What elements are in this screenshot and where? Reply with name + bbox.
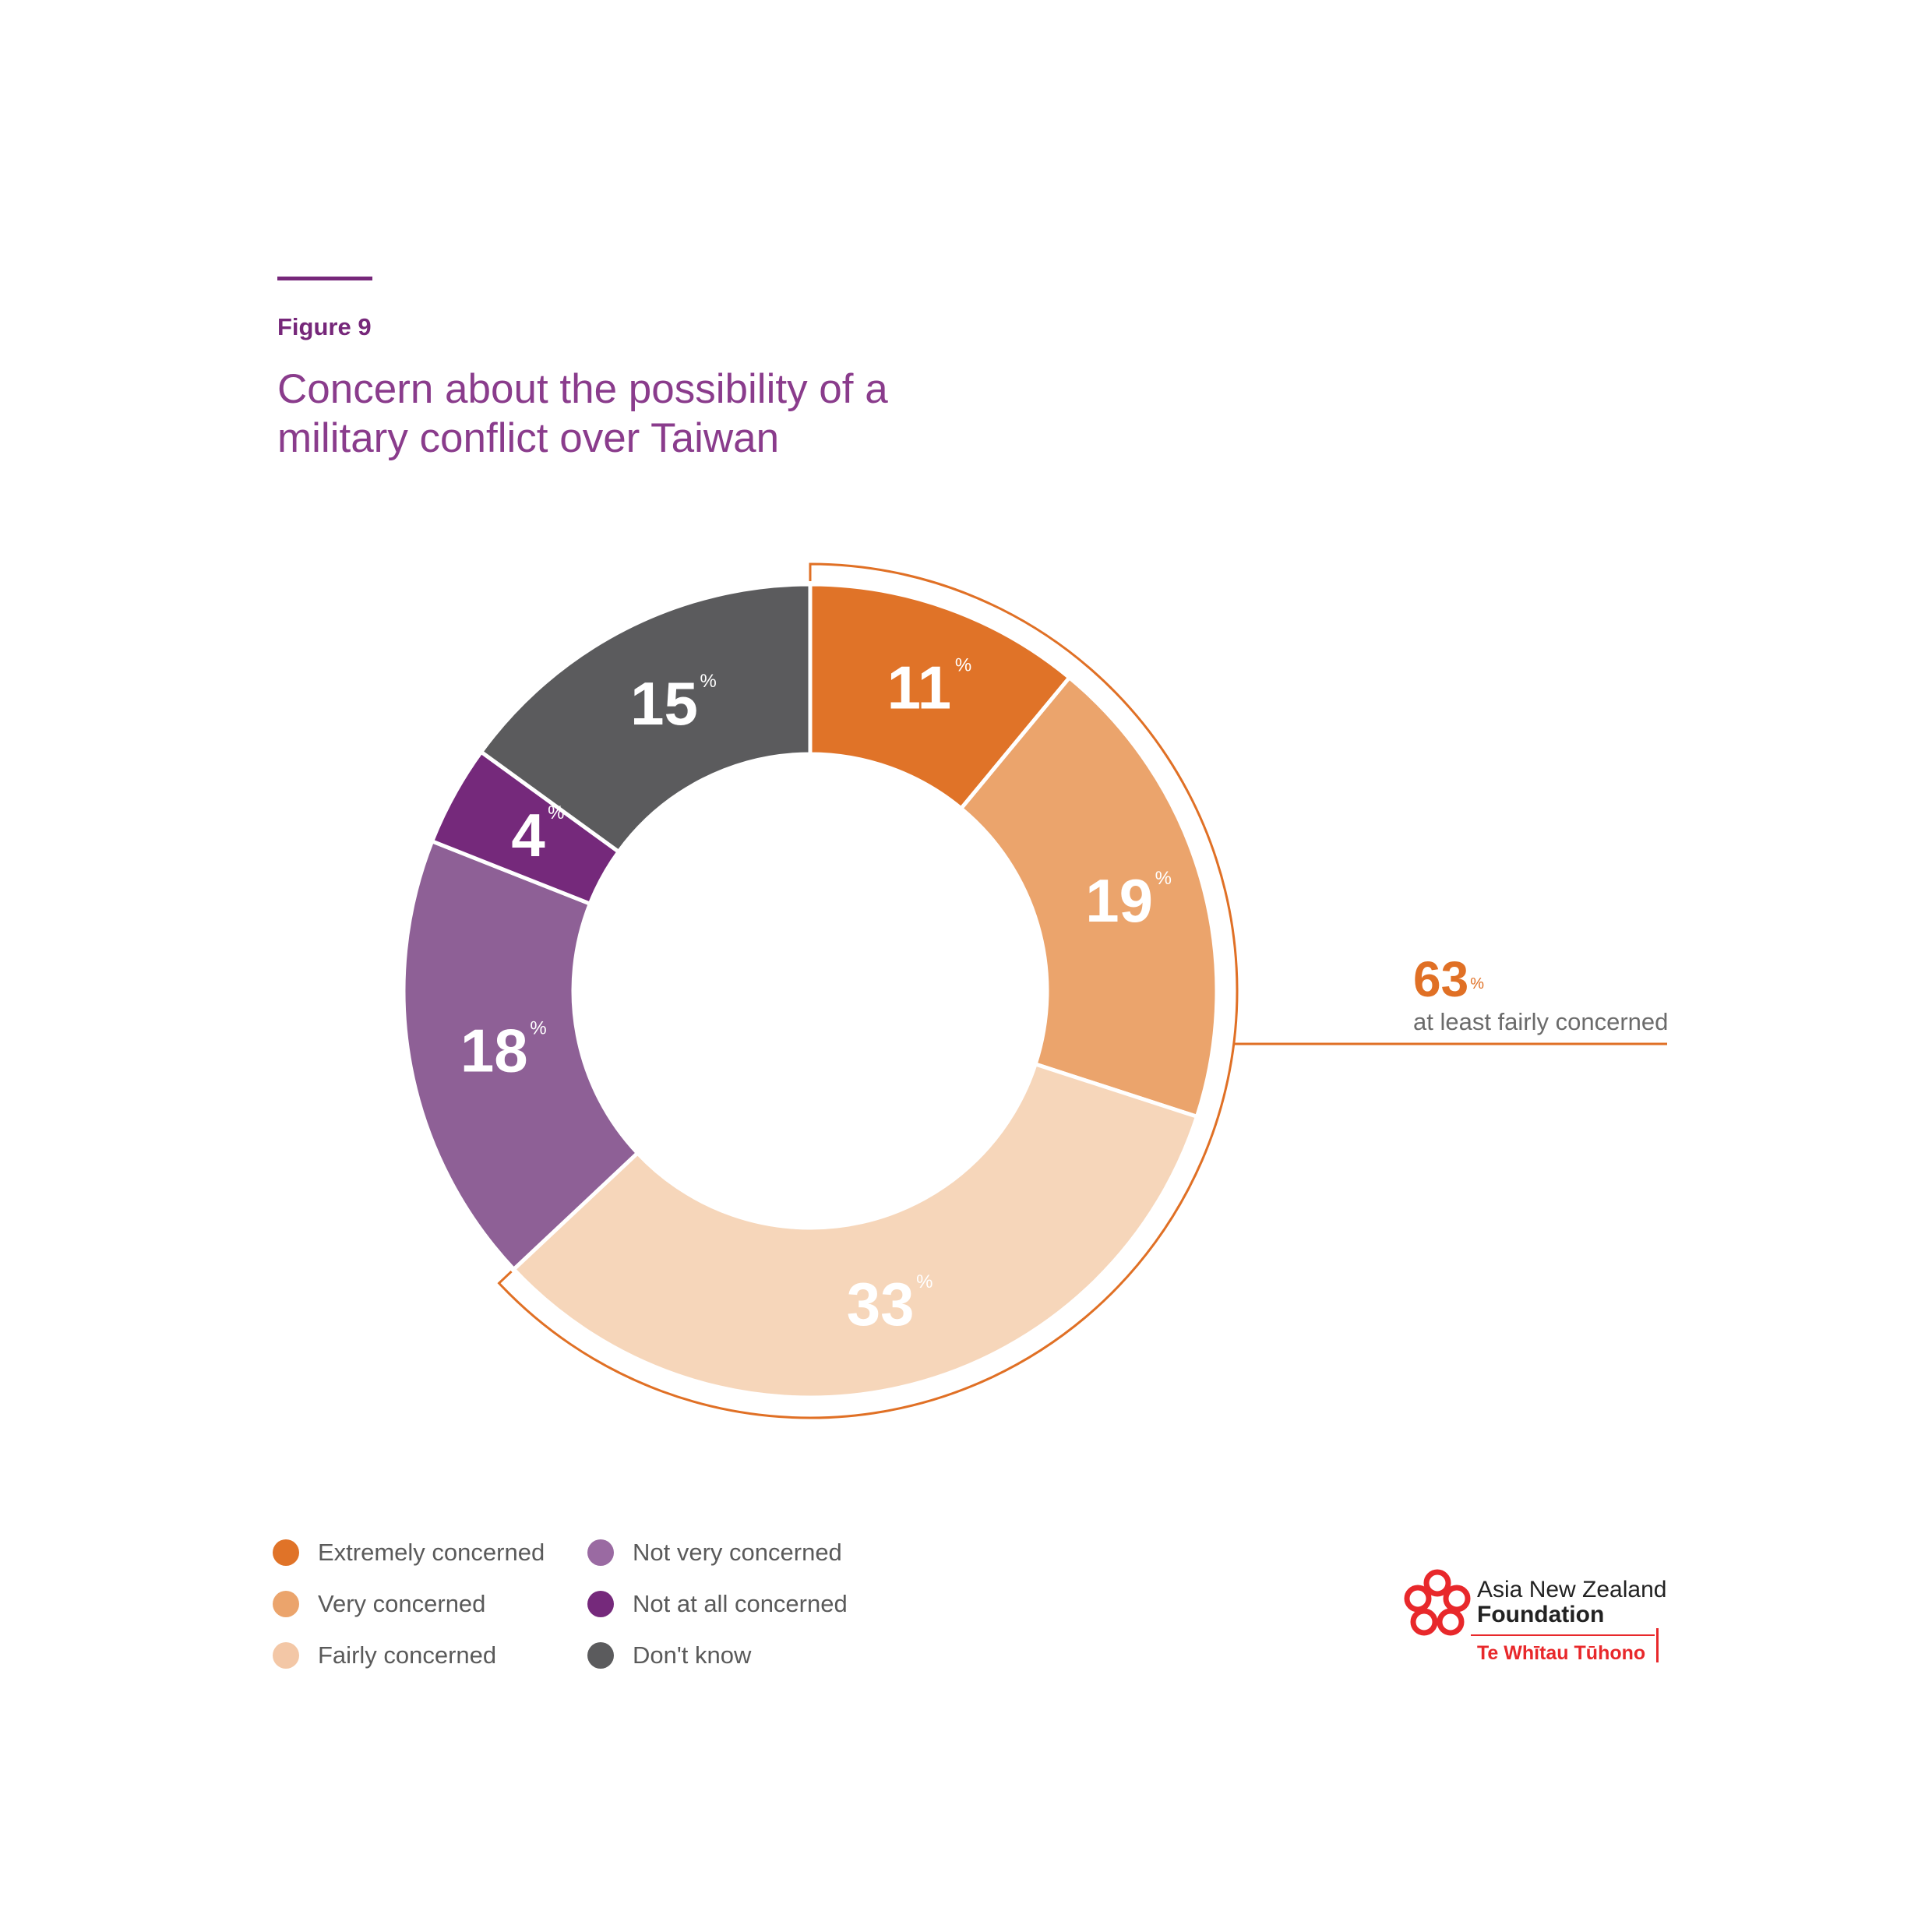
- slice-unit-label: %: [700, 671, 717, 692]
- legend-dot: [273, 1539, 299, 1566]
- accent-rule: [277, 277, 372, 280]
- legend-item: Don't know: [587, 1630, 899, 1681]
- slice-value-label: 11: [887, 653, 951, 721]
- slice-value-label: 18: [460, 1016, 528, 1084]
- slice-unit-label: %: [548, 802, 564, 823]
- legend-dot: [587, 1642, 614, 1669]
- figure-label: Figure 9: [277, 313, 372, 340]
- legend-label: Not at all concerned: [633, 1590, 848, 1617]
- legend: Extremely concerned Very concerned Fairl…: [273, 1527, 899, 1681]
- legend-item: Extremely concerned: [273, 1527, 587, 1578]
- legend-dot: [587, 1539, 614, 1566]
- donut-slice: [510, 1061, 1200, 1400]
- bracket-arc: [497, 562, 1239, 1419]
- logo-line-1: Asia New Zealand: [1477, 1577, 1667, 1602]
- slice-unit-label: %: [530, 1017, 546, 1038]
- foundation-logo: Asia New Zealand Foundation Te Whītau Tū…: [1402, 1558, 1667, 1667]
- slice-value-label: 15: [630, 669, 698, 738]
- legend-dot: [273, 1642, 299, 1669]
- summary-unit: %: [1470, 975, 1484, 992]
- slice-value-label: 4: [511, 801, 545, 869]
- legend-label: Extremely concerned: [318, 1539, 545, 1566]
- legend-item: Fairly concerned: [273, 1630, 587, 1681]
- legend-label: Very concerned: [318, 1590, 486, 1617]
- summary-label: at least fairly concerned: [1413, 1008, 1669, 1035]
- logo-line-3: Te Whītau Tūhono: [1477, 1642, 1646, 1664]
- legend-item: Not very concerned: [587, 1527, 899, 1578]
- legend-item: Not at all concerned: [587, 1578, 899, 1630]
- summary-value: 63%: [1413, 951, 1484, 1007]
- logo-tick: [1656, 1628, 1659, 1662]
- legend-label: Not very concerned: [633, 1539, 842, 1566]
- legend-label: Don't know: [633, 1641, 752, 1669]
- knot-logo-icon: [1404, 1569, 1471, 1636]
- slice-unit-label: %: [955, 654, 971, 675]
- slice-unit-label: %: [1155, 868, 1172, 889]
- donut-slice: [478, 582, 813, 855]
- donut-slice: [958, 675, 1219, 1119]
- chart-title: Concern about the possibility of a milit…: [277, 366, 888, 461]
- logo-line-2: Foundation: [1477, 1602, 1605, 1627]
- slice-unit-label: %: [916, 1271, 933, 1292]
- slice-value-label: 33: [847, 1270, 915, 1338]
- donut-slice: [401, 838, 640, 1272]
- legend-label: Fairly concerned: [318, 1641, 497, 1669]
- legend-dot: [273, 1591, 299, 1617]
- logo-divider: [1471, 1634, 1655, 1636]
- legend-dot: [587, 1591, 614, 1617]
- summary-number: 63: [1413, 951, 1469, 1007]
- slice-value-label: 19: [1085, 866, 1153, 935]
- legend-item: Very concerned: [273, 1578, 587, 1630]
